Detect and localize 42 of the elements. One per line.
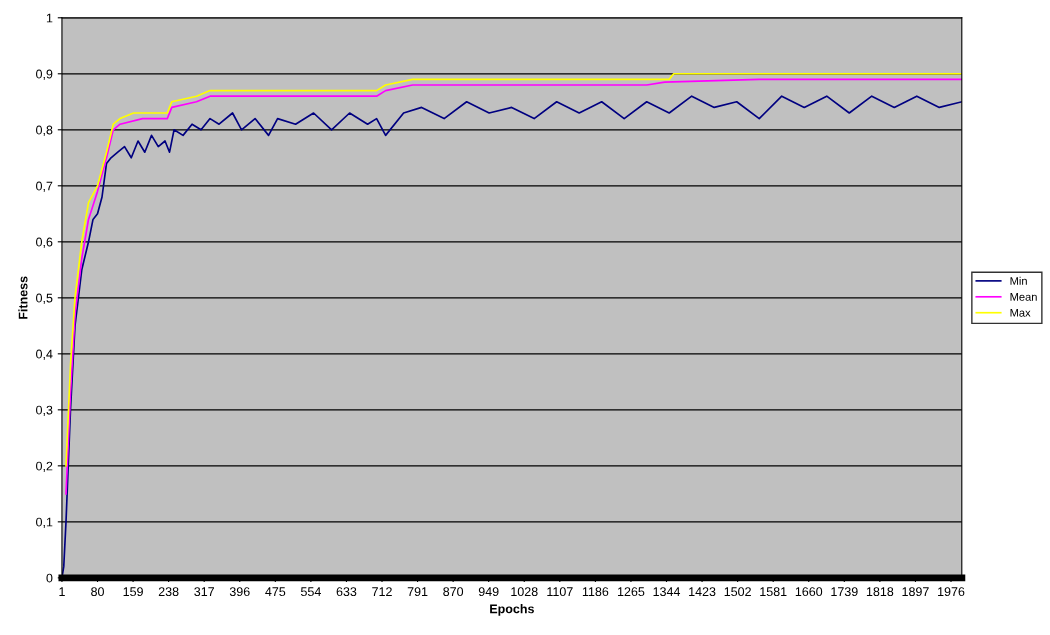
x-tick-label: 949 — [478, 587, 499, 597]
x-tick-label: 1028 — [511, 587, 538, 597]
x-axis-title: Epochs — [490, 604, 534, 616]
x-tick-label: 870 — [443, 587, 464, 597]
x-tick-label: 1581 — [760, 587, 787, 597]
legend-label: Min — [1010, 276, 1027, 285]
x-tick-label: 712 — [372, 587, 392, 596]
x-tick-label: 1976 — [938, 587, 965, 597]
y-tick-label: 0,6 — [36, 237, 53, 248]
y-tick-label: 0,7 — [36, 181, 53, 192]
x-tick-label: 1660 — [795, 587, 823, 597]
x-tick-label: 396 — [229, 587, 250, 597]
y-tick-label: 0,9 — [36, 69, 53, 80]
x-tick-label: 1818 — [866, 587, 894, 597]
legend-label: Max — [1010, 308, 1031, 317]
y-tick-label: 0 — [46, 573, 53, 583]
y-tick-label: 0,3 — [36, 405, 53, 416]
x-tick-label: 1897 — [902, 587, 929, 597]
y-tick-label: 0,5 — [36, 293, 53, 304]
y-axis-title: Fitness — [18, 276, 28, 319]
x-tick-label: 1502 — [724, 587, 751, 597]
y-tick-label: 0,4 — [36, 349, 53, 360]
x-tick-label: 554 — [300, 587, 321, 597]
y-tick-label: 0,1 — [36, 517, 53, 528]
x-tick-label: 1739 — [831, 587, 858, 597]
y-tick-label: 0,2 — [36, 461, 53, 472]
x-tick-label: 1 — [59, 587, 65, 596]
legend-label: Mean — [1010, 293, 1037, 301]
x-tick-label: 80 — [91, 587, 104, 597]
x-tick-label: 791 — [407, 587, 428, 597]
x-tick-label: 1107 — [547, 587, 573, 597]
y-tick-label: 1 — [46, 13, 53, 23]
x-tick-label: 317 — [194, 587, 214, 597]
x-tick-label: 1423 — [689, 587, 716, 597]
x-tick-label: 1265 — [617, 587, 645, 597]
x-tick-label: 633 — [336, 587, 357, 597]
x-tick-label: 238 — [158, 587, 179, 597]
x-tick-label: 159 — [123, 587, 143, 597]
x-tick-label: 1344 — [653, 587, 681, 597]
x-tick-label: 475 — [265, 587, 286, 597]
x-tick-label: 1186 — [582, 587, 609, 597]
y-tick-label: 0,8 — [36, 125, 53, 136]
